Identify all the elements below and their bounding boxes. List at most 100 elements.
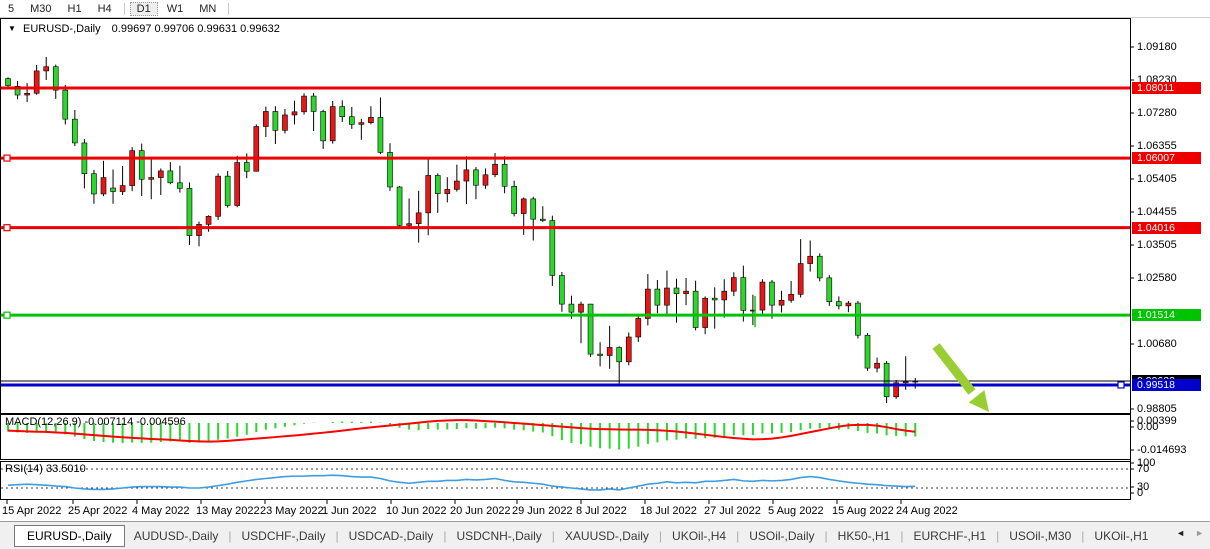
chart-title: ▼ EURUSD-,Daily 0.99697 0.99706 0.99631 … xyxy=(8,23,280,35)
candle-body xyxy=(635,318,642,338)
candle-body xyxy=(845,302,852,307)
candle-body xyxy=(874,362,880,369)
candle-body xyxy=(673,287,680,294)
candle-body xyxy=(587,303,594,355)
candle-body xyxy=(511,185,517,214)
candle-body xyxy=(434,175,441,194)
toolbar-divider xyxy=(123,2,125,15)
symbol-tab-usdcnh-daily[interactable]: USDCNH-,Daily xyxy=(456,528,542,543)
macd-axis-label: 0.00399 xyxy=(1137,415,1177,427)
price-pane-border xyxy=(0,18,1131,414)
candle-body xyxy=(692,290,699,328)
tab-separator: | xyxy=(824,528,828,543)
timeframe-button-m30[interactable]: M30 xyxy=(30,2,52,15)
date-axis-label: 25 Apr 2022 xyxy=(68,505,128,517)
date-axis-label: 29 Jun 2022 xyxy=(512,505,573,517)
macd-signal-line xyxy=(7,419,916,443)
candle-body xyxy=(368,117,374,123)
down-arrow-head xyxy=(968,390,989,412)
tab-separator: | xyxy=(900,528,904,543)
candle-body xyxy=(559,275,565,305)
date-axis-label: 1 Jun 2022 xyxy=(322,505,377,517)
candle-body xyxy=(597,353,603,356)
candle-body xyxy=(148,177,155,180)
down-arrow-annotation xyxy=(932,343,976,395)
candle-body xyxy=(52,66,59,91)
price-badge: 1.08011 xyxy=(1132,82,1201,94)
candle-body xyxy=(826,277,833,302)
candle-body xyxy=(348,116,355,125)
symbol-tab-audusd-daily[interactable]: AUDUSD-,Daily xyxy=(133,528,219,543)
candle-body xyxy=(72,118,78,144)
candle-body xyxy=(778,299,785,306)
date-axis-label: 24 Aug 2022 xyxy=(896,505,958,517)
candle-body xyxy=(454,180,460,190)
candle-body xyxy=(606,347,613,356)
candle-body xyxy=(215,175,221,217)
tab-separator: | xyxy=(551,528,555,543)
candle-body xyxy=(425,175,432,214)
timeframe-button-w1[interactable]: W1 xyxy=(166,2,184,15)
chart-ohlc-values: 0.99697 0.99706 0.99631 0.99632 xyxy=(111,23,280,35)
candle-body xyxy=(329,106,336,142)
candle-body xyxy=(138,150,145,180)
tab-separator: | xyxy=(736,528,740,543)
candle-body xyxy=(530,198,537,220)
candle-body xyxy=(740,277,747,311)
tab-separator: | xyxy=(443,528,447,543)
date-axis-label: 20 Jun 2022 xyxy=(450,505,511,517)
candle-body xyxy=(119,185,126,192)
price-axis-label: 0.98805 xyxy=(1137,403,1177,415)
candle-body xyxy=(836,301,842,307)
line-handle xyxy=(3,311,11,319)
date-axis-label: 18 Jul 2022 xyxy=(640,505,697,517)
symbol-tab-usdcad-daily[interactable]: USDCAD-,Daily xyxy=(348,528,434,543)
candle-body xyxy=(797,263,804,295)
candle-body xyxy=(864,334,871,369)
tab-scroll-right-icon[interactable]: ► xyxy=(1195,528,1204,538)
candle-body xyxy=(186,188,193,236)
candle-body xyxy=(539,218,546,221)
timeframe-button-d1[interactable]: D1 xyxy=(129,1,158,16)
timeframe-button-mn[interactable]: MN xyxy=(199,2,217,15)
candle-body xyxy=(158,170,164,178)
candle-body xyxy=(167,170,174,184)
timeframe-button-5[interactable]: 5 xyxy=(8,2,15,15)
candle-body xyxy=(243,162,250,172)
collapse-triangle-icon[interactable]: ▼ xyxy=(8,24,16,33)
tab-scroll-left-icon[interactable]: ◄ xyxy=(1176,528,1186,538)
candle-body xyxy=(759,281,766,311)
symbol-tab-usdchf-daily[interactable]: USDCHF-,Daily xyxy=(241,528,326,543)
date-axis-label: 15 Aug 2022 xyxy=(832,505,894,517)
timeframe-toolbar: 5 M30 H1 H4 D1 W1 MN xyxy=(0,0,1210,18)
candle-body xyxy=(396,186,403,226)
symbol-tab-xauusd-daily[interactable]: XAUUSD-,Daily xyxy=(564,528,649,543)
candle-body xyxy=(224,175,231,206)
symbol-tab-hk50-h1[interactable]: HK50-,H1 xyxy=(837,528,891,543)
symbol-tab-eurchf-h1[interactable]: EURCHF-,H1 xyxy=(913,528,987,543)
symbol-tab-usoil-daily[interactable]: USOil-,Daily xyxy=(749,528,815,543)
symbol-tab-ukoil-h1[interactable]: UKOil-,H1 xyxy=(1094,528,1149,543)
candle-body xyxy=(320,111,326,142)
candle-body xyxy=(234,162,240,206)
tab-separator: | xyxy=(996,528,1000,543)
candle-body xyxy=(816,255,823,279)
symbol-tab-usoil-m30[interactable]: USOil-,M30 xyxy=(1009,528,1072,543)
candle-body xyxy=(463,169,470,182)
candle-body xyxy=(272,111,279,131)
rsi-axis-label: 0 xyxy=(1137,487,1144,499)
timeframe-button-h1[interactable]: H1 xyxy=(67,2,82,15)
toolbar-divider xyxy=(228,2,230,15)
rsi-axis-label: 70 xyxy=(1137,463,1150,475)
candle-body xyxy=(205,216,212,225)
date-axis-label: 10 Jun 2022 xyxy=(386,505,447,517)
symbol-tab-eurusd-daily[interactable]: EURUSD-,Daily xyxy=(14,524,125,547)
symbol-tab-ukoil-h4[interactable]: UKOil-,H4 xyxy=(672,528,727,543)
candle-body xyxy=(282,114,288,131)
candle-body xyxy=(444,189,451,194)
price-axis-label: 1.02580 xyxy=(1137,272,1177,284)
candle-body xyxy=(310,95,317,112)
timeframe-button-h4[interactable]: H4 xyxy=(97,2,112,15)
candle-body xyxy=(568,303,575,313)
